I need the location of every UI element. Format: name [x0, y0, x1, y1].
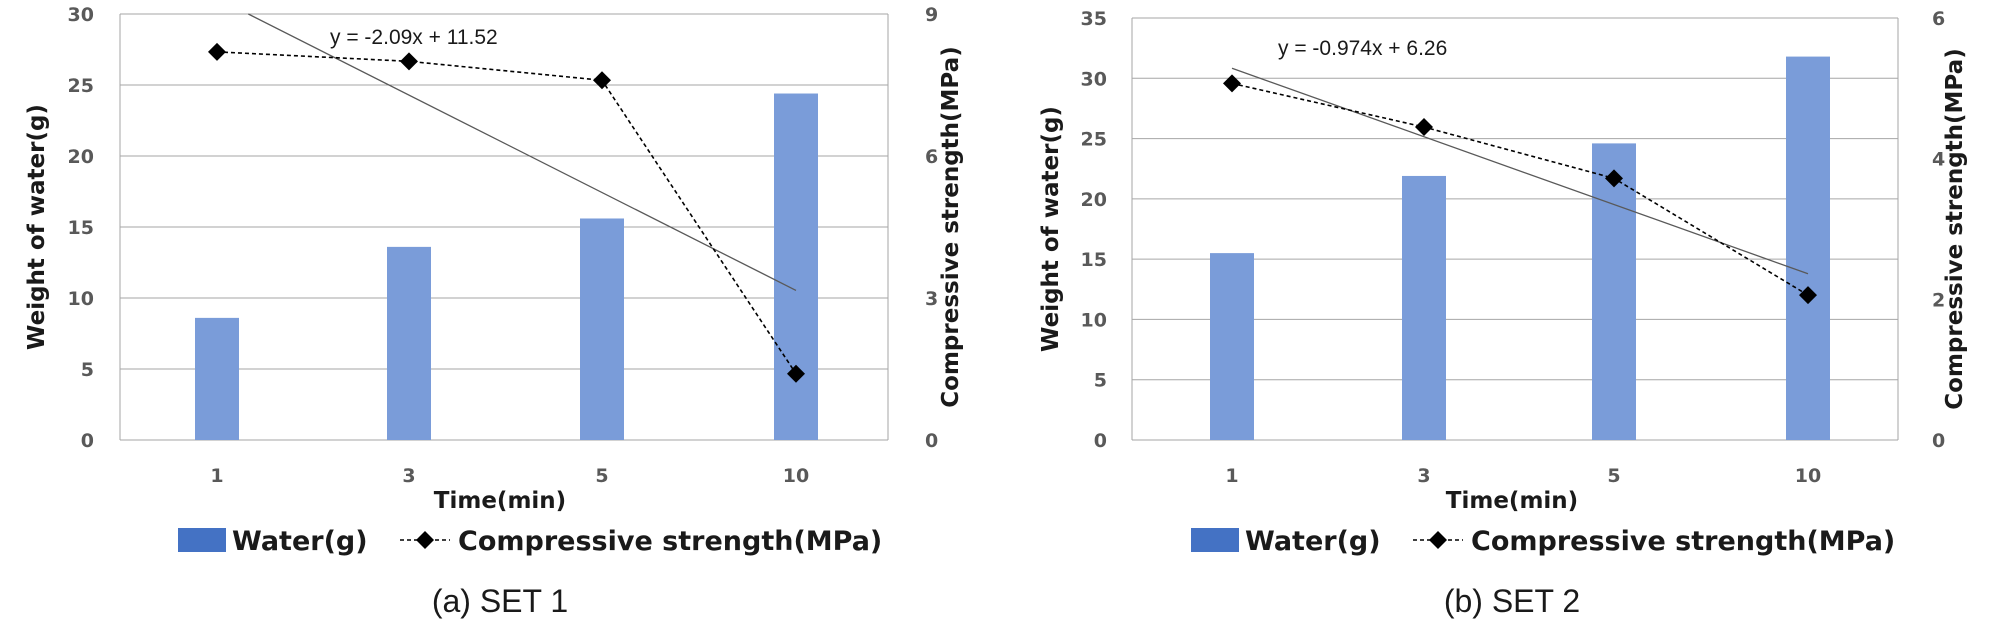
water-bar	[1592, 143, 1636, 440]
legend-water-swatch	[1191, 528, 1239, 552]
linear-trendline	[1231, 67, 1809, 275]
y-tick-label: 10	[68, 288, 94, 310]
y2-tick-label: 0	[925, 430, 938, 452]
compressive-strength-marker	[1605, 169, 1623, 188]
y-tick-label: 0	[81, 430, 94, 452]
x-tick-label: 3	[402, 465, 415, 487]
legend-strength-marker	[416, 531, 434, 549]
y-tick-label: 20	[1081, 189, 1107, 211]
water-bar	[774, 93, 818, 441]
compressive-strength-marker	[787, 364, 805, 383]
y-tick-label: 15	[1081, 249, 1107, 271]
water-bar	[387, 246, 431, 440]
legend-water-swatch	[178, 528, 226, 552]
y-tick-label: 30	[68, 4, 94, 26]
water-bar	[580, 218, 624, 440]
compressive-strength-line	[1231, 82, 1809, 296]
compressive-strength-marker	[593, 71, 611, 90]
x-tick-label: 1	[1225, 465, 1238, 487]
compressive-strength-marker	[1223, 74, 1241, 93]
y2-tick-label: 2	[1932, 289, 1945, 311]
y-tick-label: 25	[1081, 129, 1107, 151]
y2-axis-title: Compressive strength(MPa)	[938, 46, 964, 407]
x-tick-label: 1	[210, 465, 223, 487]
y-tick-label: 35	[1081, 8, 1107, 30]
x-tick-label: 10	[1795, 465, 1821, 487]
x-tick-label: 10	[783, 465, 809, 487]
y-tick-label: 20	[68, 146, 94, 168]
water-bar	[1402, 175, 1446, 440]
y-tick-label: 25	[68, 75, 94, 97]
y-tick-label: 30	[1081, 68, 1107, 90]
y2-axis-title: Compressive strength(MPa)	[1942, 48, 1968, 409]
legend-strength-label: Compressive strength(MPa)	[1471, 526, 1895, 557]
y2-tick-label: 0	[1932, 430, 1945, 452]
trendline-equation: y = -2.09x + 11.52	[330, 26, 498, 49]
y-tick-label: 5	[81, 359, 94, 381]
x-axis-title: Time(min)	[434, 488, 566, 514]
x-tick-label: 3	[1417, 465, 1430, 487]
x-tick-label: 5	[1607, 465, 1620, 487]
compressive-strength-line	[216, 51, 797, 375]
y2-tick-label: 6	[925, 146, 938, 168]
chart-caption: (b) SET 2	[1444, 583, 1580, 619]
water-bar	[1210, 253, 1254, 440]
water-bar	[195, 317, 239, 440]
y-tick-label: 5	[1094, 370, 1107, 392]
chart-caption: (a) SET 1	[432, 583, 568, 619]
compressive-strength-marker	[400, 52, 418, 71]
y-tick-label: 0	[1094, 430, 1107, 452]
chart-set-1: 0 5 10 15 20 25 30 0 3 6 9 1 3 5 10 y = -2.09x + 11.52 W…	[24, 4, 964, 619]
water-bar	[1786, 56, 1830, 440]
y-axis-title: Weight of water(g)	[24, 104, 50, 350]
y-tick-label: 15	[68, 217, 94, 239]
y-tick-label: 10	[1081, 309, 1107, 331]
y2-tick-label: 4	[1932, 149, 1945, 171]
trendline-equation: y = -0.974x + 6.26	[1278, 37, 1447, 60]
x-tick-label: 5	[595, 465, 608, 487]
x-axis-title: Time(min)	[1446, 488, 1578, 514]
legend-water-label: Water(g)	[1245, 526, 1381, 557]
legend-water-label: Water(g)	[232, 526, 368, 557]
compressive-strength-marker	[1799, 286, 1817, 305]
y-axis-title: Weight of water(g)	[1038, 106, 1064, 352]
compressive-strength-marker	[1415, 118, 1433, 137]
y2-tick-label: 3	[925, 288, 938, 310]
y2-tick-label: 9	[925, 4, 938, 26]
legend-strength-marker	[1429, 531, 1447, 549]
compressive-strength-marker	[208, 42, 226, 61]
legend-strength-label: Compressive strength(MPa)	[458, 526, 882, 557]
y2-tick-label: 6	[1932, 8, 1945, 30]
linear-trendline	[248, 13, 797, 292]
